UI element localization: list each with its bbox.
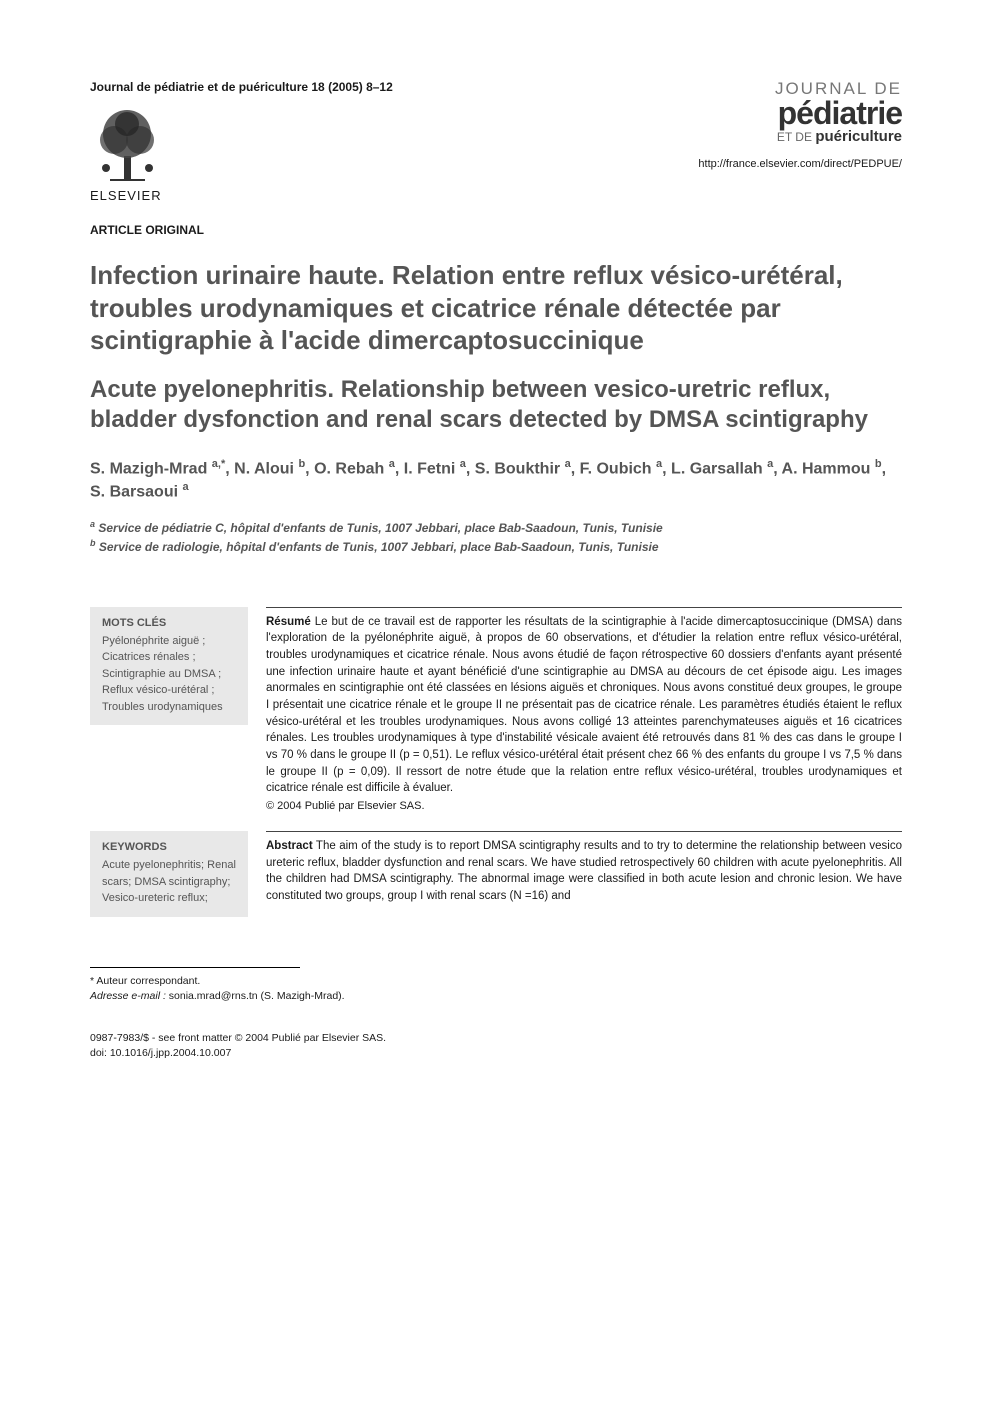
abstract-body: The aim of the study is to report DMSA s… [266,840,902,902]
resume-text: Résumé Le but de ce travail est de rappo… [266,607,902,815]
corresp-email-line: Adresse e-mail : sonia.mrad@rns.tn (S. M… [90,989,902,1005]
corresp-marker: * Auteur correspondant. [90,974,902,990]
corresponding-author: * Auteur correspondant. Adresse e-mail :… [90,974,902,1006]
doi-line: doi: 10.1016/j.jpp.2004.10.007 [90,1046,902,1061]
article-type: ARTICLE ORIGINAL [90,223,902,237]
page-header: Journal de pédiatrie et de puériculture … [90,80,902,203]
affiliation-a-text: Service de pédiatrie C, hôpital d'enfant… [98,521,662,535]
journal-url[interactable]: http://france.elsevier.com/direct/PEDPUE… [698,158,902,170]
header-left: Journal de pédiatrie et de puériculture … [90,80,393,203]
mots-cles-title: MOTS CLÉS [102,617,236,629]
resume-block: MOTS CLÉS Pyélonéphrite aiguë ; Cicatric… [90,607,902,815]
affiliation-a: a Service de pédiatrie C, hôpital d'enfa… [90,518,902,537]
affiliation-b: b Service de radiologie, hôpital d'enfan… [90,537,902,556]
elsevier-tree-logo [90,106,165,186]
email-value: sonia.mrad@rns.tn (S. Mazigh-Mrad). [169,990,345,1002]
article-title-french: Infection urinaire haute. Relation entre… [90,259,902,357]
affiliation-b-text: Service de radiologie, hôpital d'enfants… [99,540,659,554]
resume-copyright: © 2004 Publié par Elsevier SAS. [266,799,902,815]
header-right: JOURNAL DE pédiatrie ET DE puériculture … [698,80,902,170]
article-title-english: Acute pyelonephritis. Relationship betwe… [90,375,902,435]
doi-block: 0987-7983/$ - see front matter © 2004 Pu… [90,1031,902,1060]
resume-body: Le but de ce travail est de rapporter le… [266,616,902,795]
keywords-title: KEYWORDS [102,841,236,853]
abstract-label: Abstract [266,840,313,852]
journal-logo-line3-bold: puériculture [815,128,902,145]
footnote-separator [90,967,300,968]
publisher-name: ELSEVIER [90,188,393,203]
mots-cles-box: MOTS CLÉS Pyélonéphrite aiguë ; Cicatric… [90,607,248,726]
journal-logo: JOURNAL DE pédiatrie ET DE puériculture [698,80,902,144]
email-label: Adresse e-mail : [90,990,166,1002]
issn-line: 0987-7983/$ - see front matter © 2004 Pu… [90,1031,902,1046]
affiliations: a Service de pédiatrie C, hôpital d'enfa… [90,518,902,557]
journal-logo-line2: pédiatrie [698,97,902,129]
journal-logo-line3: ET DE puériculture [698,129,902,144]
abstract-block: KEYWORDS Acute pyelonephritis; Renal sca… [90,831,902,917]
keywords-list: Acute pyelonephritis; Renal scars; DMSA … [102,857,236,907]
resume-label: Résumé [266,616,311,628]
abstract-text: Abstract The aim of the study is to repo… [266,831,902,917]
journal-logo-line3-prefix: ET DE [777,130,815,144]
mots-cles-list: Pyélonéphrite aiguë ; Cicatrices rénales… [102,633,236,716]
journal-citation: Journal de pédiatrie et de puériculture … [90,80,393,94]
author-list: S. Mazigh-Mrad a,*, N. Aloui b, O. Rebah… [90,457,902,504]
keywords-box: KEYWORDS Acute pyelonephritis; Renal sca… [90,831,248,917]
